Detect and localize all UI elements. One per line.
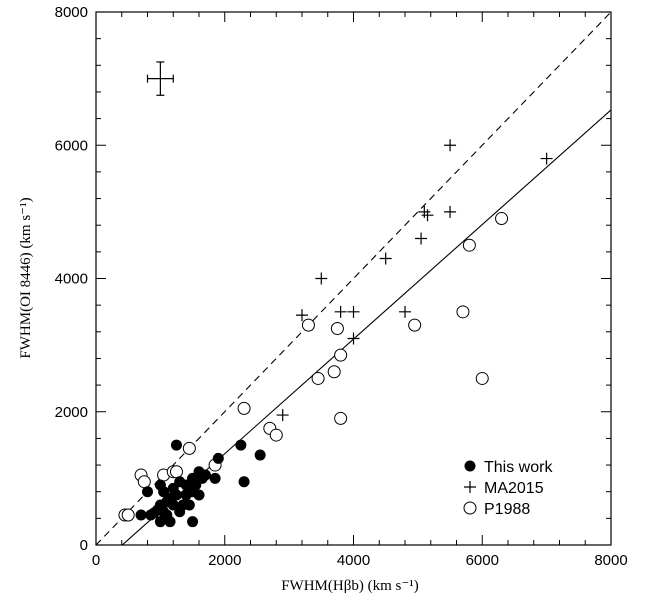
y-tick-label: 8000	[55, 4, 88, 21]
x-tick-label: 0	[92, 552, 100, 569]
ma2015-point	[347, 305, 360, 318]
p1988-point	[269, 428, 283, 442]
this-work-point	[212, 452, 224, 464]
this-work-point	[142, 486, 153, 498]
p1988-point	[408, 318, 422, 332]
this-work-point	[170, 489, 182, 501]
p1988-point	[334, 348, 348, 362]
p1988-point	[237, 401, 251, 415]
ma2015-point	[444, 205, 457, 218]
ma2015-point	[418, 205, 431, 218]
this-work-point	[238, 476, 250, 488]
p1988-point	[462, 238, 476, 252]
ma2015-point	[276, 409, 289, 422]
ma2015-point	[399, 305, 411, 318]
one-to-one-dashed-line	[95, 11, 612, 546]
this-work-point	[235, 439, 247, 451]
y-tick-label: 4000	[55, 271, 88, 288]
y-tick-label: 6000	[55, 137, 88, 154]
x-tick-label: 4000	[337, 552, 370, 569]
p1988-point	[330, 321, 344, 335]
x-tick-label: 2000	[208, 552, 241, 569]
this-work-point	[170, 439, 182, 451]
legend-marker-this-work	[464, 460, 476, 472]
this-work-point	[183, 499, 195, 511]
p1988-point	[169, 465, 183, 479]
p1988-point	[456, 305, 470, 319]
ma2015-point	[415, 232, 428, 245]
ma2015-point	[444, 139, 457, 152]
legend-marker-p1988	[463, 501, 477, 515]
legend-label-p1988: P1988	[484, 501, 530, 518]
ma2015-point	[540, 152, 553, 165]
p1988-point	[495, 212, 509, 226]
ma2015-point	[421, 209, 434, 222]
legend-marker-ma2015	[464, 481, 476, 493]
x-tick-label: 8000	[594, 552, 627, 569]
ma2015-point	[296, 309, 308, 322]
this-work-point	[193, 489, 205, 501]
ma2015-point	[315, 272, 328, 285]
this-work-point	[164, 516, 176, 528]
p1988-point	[311, 371, 325, 385]
this-work-point	[135, 509, 147, 521]
ma2015-point	[347, 332, 360, 345]
legend-label-ma2015: MA2015	[484, 480, 544, 497]
x-axis-title: FWHM(Hβb) (km s⁻¹)	[281, 578, 419, 594]
y-tick-label: 2000	[55, 404, 88, 421]
this-work-point	[187, 516, 199, 528]
x-tick-label: 6000	[466, 552, 499, 569]
p1988-point	[121, 508, 135, 522]
p1988-point	[334, 411, 348, 425]
this-work-point	[254, 449, 266, 461]
ma2015-point	[334, 305, 347, 318]
this-work-point	[199, 469, 211, 481]
legend-label-this-work: This work	[484, 459, 553, 476]
y-tick-label: 0	[80, 537, 88, 554]
ma2015-point	[379, 252, 392, 265]
p1988-point	[182, 441, 196, 455]
p1988-point	[137, 475, 151, 489]
p1988-point	[327, 365, 341, 379]
p1988-point	[301, 318, 315, 332]
y-axis-title: FWHM(OI 8446) (km s⁻¹)	[18, 197, 34, 358]
p1988-point	[475, 371, 489, 385]
this-work-point	[209, 472, 221, 484]
